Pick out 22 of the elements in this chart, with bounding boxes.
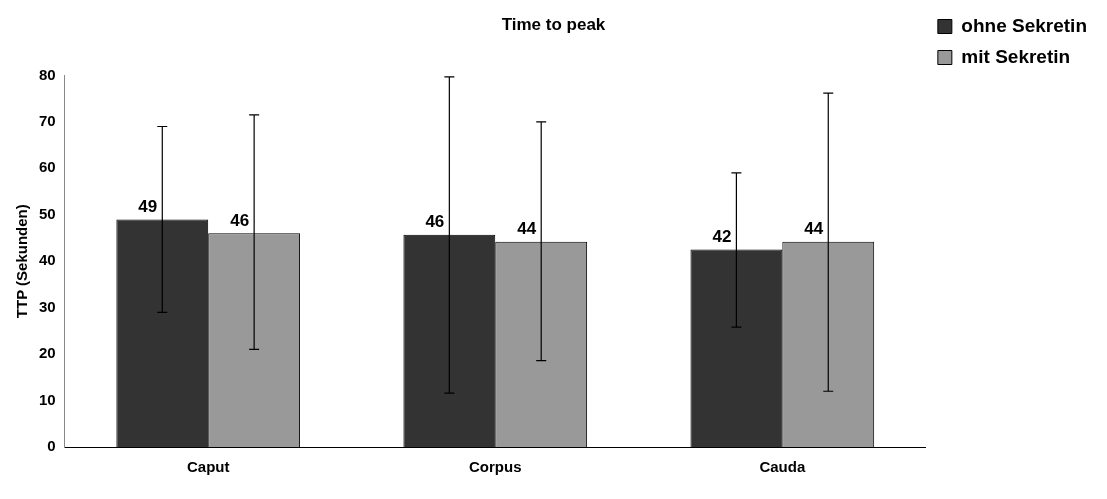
data-label: 44 [804,218,824,238]
data-label: 44 [517,218,537,238]
y-axis-title: TTP (Sekunden) [13,204,31,319]
y-tick-label: 10 [39,390,56,408]
data-label: 46 [425,211,445,231]
y-tick-label: 20 [39,344,56,362]
data-label: 49 [138,196,158,216]
y-tick-label: 70 [39,111,56,129]
y-tick-label: 0 [47,437,56,455]
x-tick-label: Cauda [759,458,806,476]
x-tick-label: Caput [186,458,230,476]
data-label: 46 [230,210,250,230]
x-tick-label: Corpus [469,458,522,476]
y-tick-label: 80 [39,65,56,83]
y-tick-label: 60 [39,158,56,176]
chart-title: Time to peak [501,14,606,34]
legend-label: ohne Sekretin [961,14,1088,36]
y-tick-label: 50 [39,204,56,222]
data-label: 42 [712,226,732,246]
legend-label: mit Sekretin [961,45,1071,67]
y-tick-label: 30 [39,297,56,315]
y-tick-label: 40 [39,251,56,269]
